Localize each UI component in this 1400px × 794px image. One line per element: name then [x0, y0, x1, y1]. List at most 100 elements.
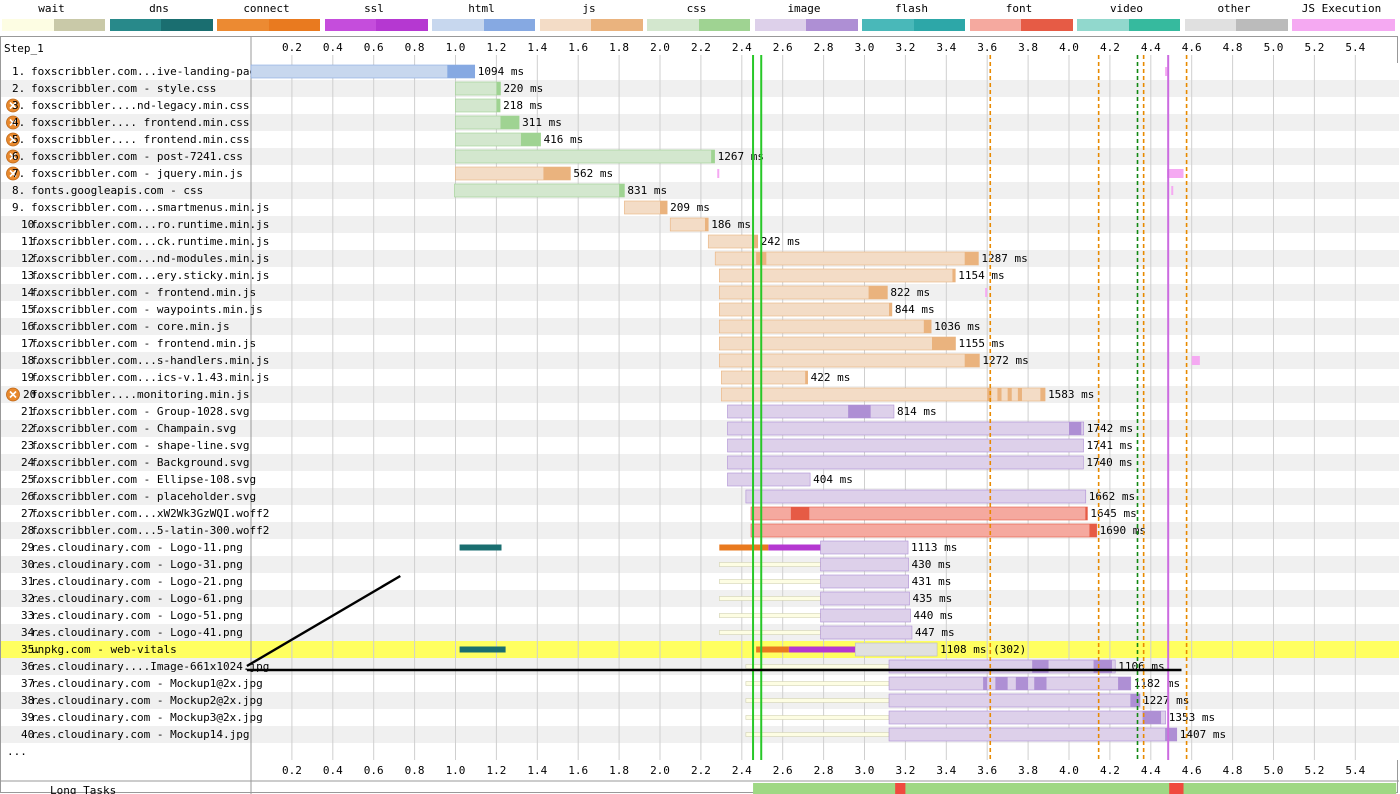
legend-swatch [1077, 19, 1180, 31]
request-label: res.cloudinary.com - Logo-11.png [31, 541, 243, 554]
download-chunk [1040, 388, 1046, 401]
request-label: res.cloudinary.com - Logo-51.png [31, 609, 243, 622]
x-tick-label-bottom: 5.4 [1345, 764, 1365, 777]
long-task [895, 783, 906, 794]
request-number: 35. [21, 643, 41, 656]
request-number: 14. [21, 286, 41, 299]
request-duration: 431 ms [912, 575, 952, 588]
download-chunk [868, 286, 888, 299]
x-tick-label-top: 1.2 [486, 41, 506, 54]
long-tasks-idle-bar [753, 783, 1397, 794]
download-chunk [805, 371, 808, 384]
request-label: foxscribbler.com...xW2Wk3GzWQI.woff2 [31, 507, 269, 520]
request-number: 20. [23, 388, 43, 401]
timing-segment-ssl [768, 544, 821, 551]
request-number: 37. [21, 677, 41, 690]
legend-flash: flash [860, 0, 965, 34]
request-duration: 822 ms [890, 286, 930, 299]
render-blocking-icon-x [9, 152, 17, 161]
request-bar [455, 149, 715, 164]
js-execution-mark [1165, 67, 1168, 76]
download-chunk [520, 133, 541, 146]
request-bar [454, 183, 625, 198]
request-duration: 1583 ms [1048, 388, 1094, 401]
row-stripe [1, 573, 1399, 590]
request-label: foxscribbler.com - frontend.min.js [31, 286, 256, 299]
x-tick-label-top: 1.0 [446, 41, 466, 54]
row-stripe [1, 624, 1399, 641]
x-tick-label-bottom: 0.8 [405, 764, 425, 777]
x-tick-label-top: 4.4 [1141, 41, 1161, 54]
legend-label: image [787, 2, 821, 15]
request-label: foxscribbler.com - frontend.min.js [31, 337, 256, 350]
download-chunk [889, 303, 892, 316]
legend-image: image [753, 0, 858, 34]
download-chunk [987, 388, 992, 401]
request-bar [707, 234, 759, 249]
request-number: 18. [21, 354, 41, 367]
download-chunk [500, 116, 520, 129]
legend-swatch [754, 19, 858, 31]
request-duration: 1645 ms [1090, 507, 1136, 520]
request-bar [719, 268, 956, 283]
legend-label: flash [894, 2, 929, 15]
request-bar [721, 387, 1046, 402]
step-title: Step_1 [4, 42, 44, 55]
row-stripe [1, 182, 1399, 199]
request-number: 19. [21, 371, 41, 384]
download-chunk [1015, 677, 1029, 690]
legend-swatch [109, 19, 213, 31]
legend-js: js [538, 0, 643, 34]
request-bar [719, 336, 956, 351]
request-number: 31. [21, 575, 41, 588]
request-duration: 430 ms [911, 558, 951, 571]
request-number: 28. [21, 524, 41, 537]
legend-js-execution: JS Execution [1290, 0, 1395, 34]
download-chunk [931, 337, 956, 350]
row-stripe [1, 114, 1399, 131]
legend-swatch [217, 19, 320, 31]
row-stripe [1, 199, 1399, 216]
request-label: foxscribbler....nd-legacy.min.css [31, 99, 250, 112]
request-number: 33. [21, 609, 41, 622]
x-tick-label-bottom: 1.0 [446, 764, 466, 777]
request-duration: 1287 ms [981, 252, 1027, 265]
download-chunk [1142, 711, 1162, 724]
legend-label: wait [38, 2, 65, 15]
request-label: unpkg.com - web-vitals [31, 643, 177, 656]
request-duration: 311 ms [522, 116, 562, 129]
request-number: 8. [12, 184, 25, 197]
request-duration: 209 ms [670, 201, 710, 214]
request-label: foxscribbler.com - jquery.min.js [31, 167, 243, 180]
request-label: foxscribbler.com - Champain.svg [31, 422, 236, 435]
request-number: 1. [12, 65, 25, 78]
row-stripe [1, 318, 1399, 335]
request-label: res.cloudinary.com - Mockup14.jpg [31, 728, 250, 741]
download-chunk [496, 99, 501, 112]
download-chunk [543, 167, 571, 180]
x-tick-label-bottom: 5.2 [1304, 764, 1324, 777]
download-chunk [964, 252, 979, 265]
request-label: foxscribbler.com - Ellipse-108.svg [31, 473, 256, 486]
request-number: 32. [21, 592, 41, 605]
legend-dns: dns [108, 0, 213, 34]
download-chunk [1089, 524, 1097, 537]
x-tick-label-bottom: 4.4 [1141, 764, 1161, 777]
request-bar [888, 676, 1132, 691]
render-blocking-icon-x [9, 390, 17, 399]
x-tick-label-top: 3.6 [977, 41, 997, 54]
request-label: foxscribbler.com...5-latin-300.woff2 [31, 524, 269, 537]
request-duration: 1094 ms [478, 65, 524, 78]
legend-label: html [468, 2, 495, 15]
download-chunk [1017, 388, 1022, 401]
request-duration: 1742 ms [1087, 422, 1133, 435]
request-duration: 447 ms [915, 626, 955, 639]
request-number: 10. [21, 218, 41, 231]
legend-swatch [2, 19, 105, 31]
request-bar [719, 302, 893, 317]
request-label: foxscribbler.... frontend.min.css [31, 116, 250, 129]
timing-segment-wait [719, 562, 821, 567]
legend-swatch [432, 19, 535, 31]
request-number: 26. [21, 490, 41, 503]
x-tick-label-top: 4.2 [1100, 41, 1120, 54]
